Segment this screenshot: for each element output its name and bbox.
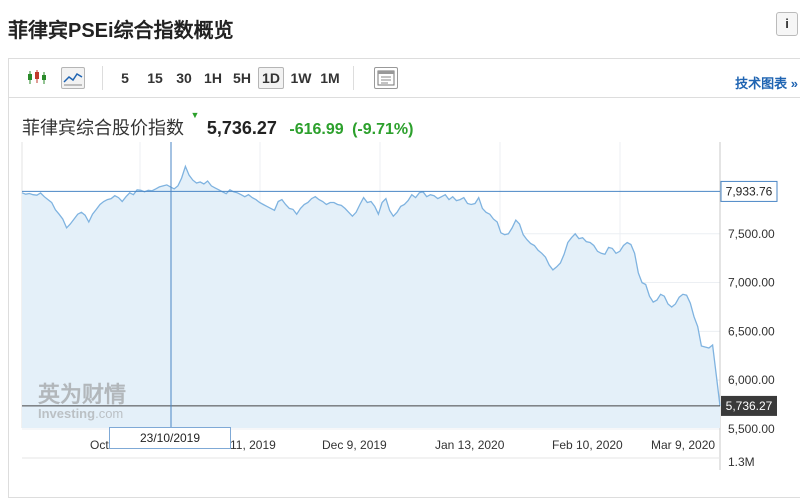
instrument-name: 菲律宾综合股价指数 [22,118,184,138]
price-change-percent: (-9.71%) [352,121,414,138]
price-change: -616.99 [289,121,344,138]
x-tick-label: Mar 9, 2020 [651,438,715,452]
y-tick-label: 7,000.00 [728,276,775,290]
x-tick-label: Oct [90,438,109,452]
technical-chart-link[interactable]: 技术图表 » [735,76,798,91]
down-arrow-icon: ▼ [190,110,200,120]
chart-toolbar: 5 15 30 1H 5H 1D 1W 1M 技术图表 » [8,58,800,98]
timeframe-15[interactable]: 15 [147,70,163,86]
timeframe-1w[interactable]: 1W [290,70,312,86]
svg-text:Investing.com: Investing.com [38,406,123,421]
price-chart[interactable]: 7,500.00 7,000.00 6,500.00 6,000.00 5,500.00… [0,0,800,480]
crosshair-price-label: 7,933.76 [726,184,773,198]
candlestick-icon[interactable] [26,67,50,89]
x-tick-label: Feb 10, 2020 [552,438,623,452]
last-price: 5,736.27 [206,118,277,138]
timeframe-1m[interactable]: 1M [320,70,340,86]
last-price-box [721,395,777,416]
timeframe-30[interactable]: 30 [176,70,192,86]
y-tick-label: 5,500.00 [728,422,775,436]
timeframe-1h[interactable]: 1H [204,70,222,86]
toolbar-divider [353,66,354,90]
info-button[interactable]: i [776,12,798,36]
line-chart-icon[interactable] [61,67,85,89]
x-tick-label: Jan 13, 2020 [435,438,505,452]
last-price-label: 5,736.27 [726,399,773,413]
y-tick-label: 6,000.00 [728,373,775,387]
timeframe-1d[interactable]: 1D [258,67,284,89]
chart-settings-icon[interactable] [374,67,398,89]
page-title: 菲律宾PSEi综合指数概览 [8,20,234,42]
y-tick-label: 6,500.00 [728,324,775,338]
x-tick-label: 11, 2019 [230,438,276,452]
investing-watermark: 英为财情 Investing.com [38,382,126,421]
y-tick-label: 7,500.00 [728,227,775,241]
crosshair-price-box [720,180,778,202]
x-tick-label: Dec 9, 2019 [322,438,387,452]
crosshair-date-label: 23/10/2019 [109,427,231,449]
toolbar-divider [102,66,103,90]
price-line [21,164,721,406]
quote-line: 菲律宾综合股价指数 ▼ 5,736.27 -616.99 (-9.71%) [22,110,414,138]
timeframe-5h[interactable]: 5H [233,70,251,86]
price-area-fill [22,166,720,428]
svg-text:英为财情: 英为财情 [38,382,126,407]
volume-axis-label: 1.3M [728,455,755,469]
timeframe-5[interactable]: 5 [121,70,129,86]
